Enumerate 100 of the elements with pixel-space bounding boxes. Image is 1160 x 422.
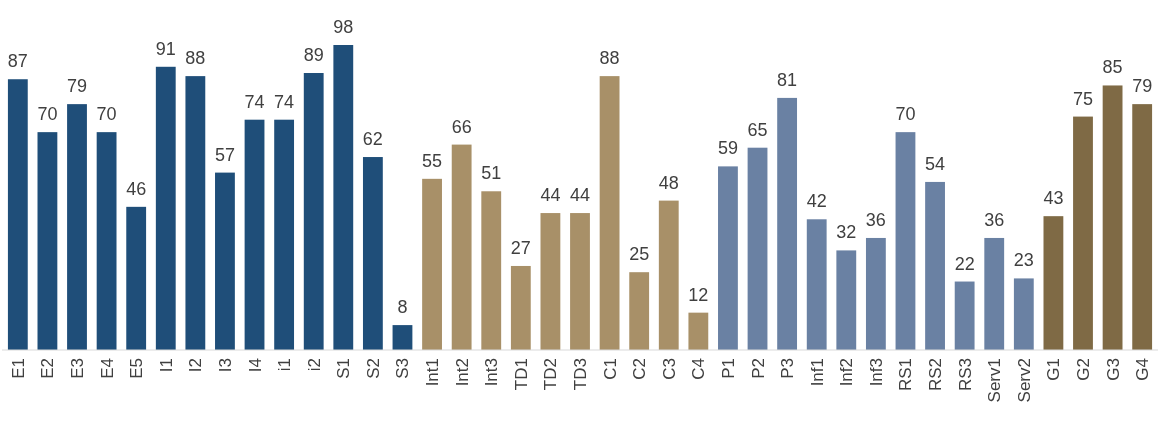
data-label: 62 <box>362 129 383 150</box>
data-label: 59 <box>717 138 738 159</box>
data-label: 85 <box>1102 57 1123 78</box>
bar <box>895 132 916 350</box>
x-tick-label: Int2 <box>452 358 472 387</box>
bar <box>777 97 798 350</box>
bar <box>303 73 324 350</box>
x-tick-label: E5 <box>127 358 147 379</box>
data-label: 75 <box>1072 88 1094 109</box>
x-tick-label: C3 <box>659 358 679 380</box>
data-label: 48 <box>658 172 679 193</box>
data-label: 54 <box>925 153 946 174</box>
x-tick-label: Int1 <box>423 358 443 387</box>
x-tick-label: I1 <box>156 358 176 373</box>
bar <box>954 281 975 350</box>
x-tick-label: P2 <box>748 358 768 379</box>
x-tick-label: G4 <box>1133 358 1153 381</box>
bar <box>67 104 87 350</box>
x-tick-label: P3 <box>778 358 798 379</box>
bar <box>806 219 827 350</box>
data-label: 36 <box>984 209 1005 230</box>
x-tick-label: G1 <box>1044 358 1064 381</box>
bar <box>422 178 442 350</box>
x-tick-label: E1 <box>8 358 28 379</box>
bar <box>392 325 413 350</box>
data-label: 25 <box>629 244 650 265</box>
bar <box>215 172 235 350</box>
bar <box>688 312 709 350</box>
data-label: 44 <box>569 185 591 206</box>
data-label: 70 <box>37 104 58 125</box>
x-tick-label: C1 <box>600 358 620 380</box>
x-tick-label: TD1 <box>511 358 531 391</box>
bar <box>540 213 561 350</box>
bar <box>37 132 58 350</box>
data-label: 70 <box>895 104 916 125</box>
x-tick-label: RS1 <box>896 358 916 392</box>
bar <box>481 191 502 350</box>
x-tick-label: G3 <box>1103 358 1123 381</box>
data-label: 57 <box>214 144 235 165</box>
data-label: 32 <box>836 222 857 243</box>
bar <box>333 45 354 350</box>
bar <box>96 132 117 350</box>
x-tick-label: Inf2 <box>837 358 857 387</box>
data-label: 23 <box>1013 250 1034 271</box>
x-tick-label: TD2 <box>541 358 561 391</box>
x-tick-label: E4 <box>97 358 117 379</box>
bar <box>984 237 1005 350</box>
x-tick-label: Int3 <box>482 358 502 387</box>
data-label: 46 <box>126 178 147 199</box>
bar <box>718 166 738 350</box>
x-tick-label: E2 <box>38 358 58 379</box>
bar <box>155 66 176 350</box>
data-label: 36 <box>865 209 886 230</box>
x-tick-label: I2 <box>186 358 206 373</box>
bar <box>599 76 620 350</box>
bar <box>1013 278 1034 350</box>
x-tick-label: G2 <box>1073 358 1093 381</box>
data-label: 44 <box>540 185 561 206</box>
bar <box>925 181 945 350</box>
data-label: 55 <box>422 150 443 171</box>
x-tick-label: S1 <box>334 358 354 379</box>
x-tick-label: E3 <box>68 358 88 379</box>
bar <box>1073 116 1093 350</box>
data-label: 66 <box>451 116 472 137</box>
x-tick-label: C4 <box>689 358 709 380</box>
bar <box>362 157 383 350</box>
x-tick-label: I3 <box>215 358 235 373</box>
data-label: 65 <box>747 119 768 140</box>
bar <box>865 237 886 350</box>
x-tick-label: I4 <box>245 358 265 373</box>
data-label: 51 <box>481 163 502 184</box>
data-label: 89 <box>303 45 324 66</box>
bar <box>658 200 679 350</box>
data-label: 98 <box>333 17 354 37</box>
x-tick-label: RS3 <box>955 358 975 392</box>
bar <box>1132 104 1153 350</box>
bar <box>747 147 768 350</box>
x-tick-label: Inf1 <box>807 358 827 387</box>
x-tick-label: S3 <box>393 358 413 379</box>
data-label: 91 <box>155 38 176 59</box>
x-tick-label: P1 <box>718 358 738 379</box>
x-tick-label: i1 <box>275 358 295 372</box>
data-label: 88 <box>185 48 206 69</box>
x-tick-label: Serv2 <box>1014 358 1034 403</box>
data-label: 74 <box>274 91 295 112</box>
bar <box>1102 85 1123 350</box>
bar <box>185 76 206 350</box>
bar <box>274 119 295 350</box>
data-label: 88 <box>599 48 620 69</box>
data-label: 42 <box>806 191 827 212</box>
x-tick-label: Serv1 <box>985 358 1005 403</box>
data-label: 70 <box>96 104 117 125</box>
data-label: 74 <box>244 91 265 112</box>
data-label: 87 <box>7 51 28 72</box>
x-tick-label: RS2 <box>926 358 946 392</box>
bar <box>451 144 472 350</box>
x-tick-label: S2 <box>363 358 383 379</box>
bar <box>244 119 265 350</box>
bar <box>1043 216 1064 350</box>
bar <box>510 265 531 350</box>
